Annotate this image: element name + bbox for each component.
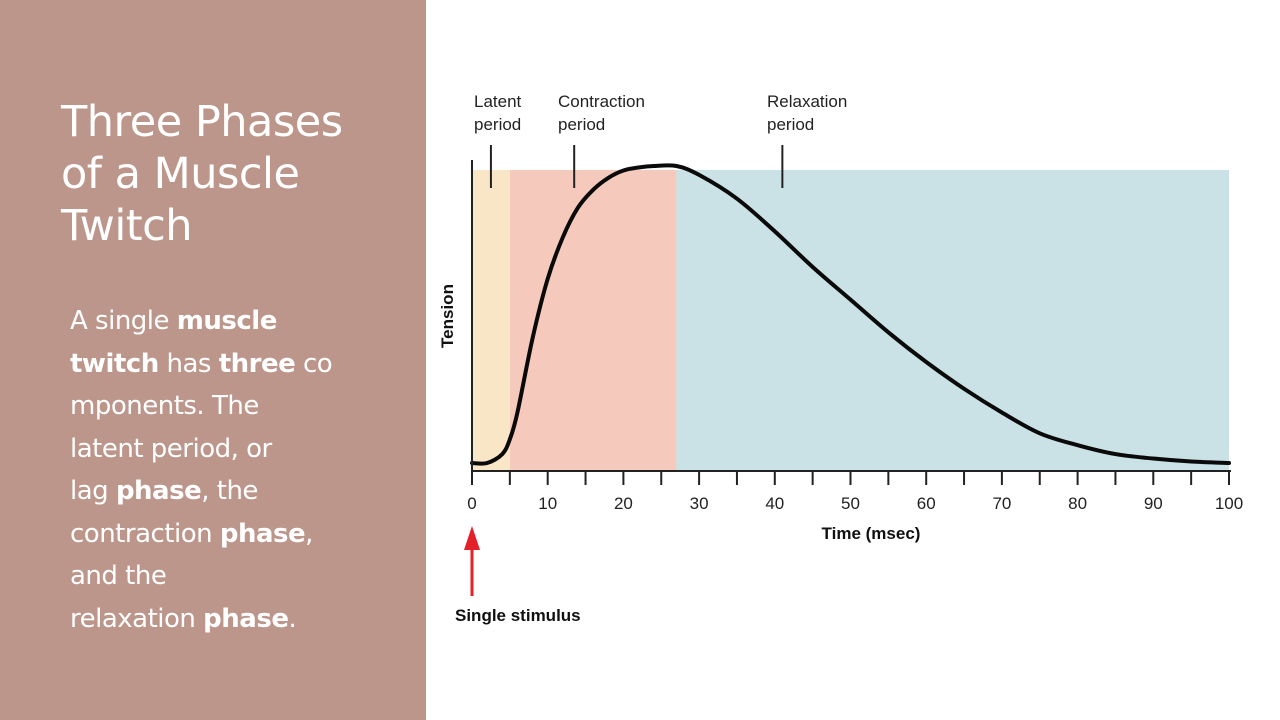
stimulus-label: Single stimulus	[455, 606, 581, 625]
body-text-run: relaxation	[70, 603, 204, 634]
title-panel: Three Phases of a Muscle Twitch A single…	[0, 0, 426, 720]
slide-body-text: A single muscle twitch has three co mponen…	[70, 300, 370, 640]
body-text-run: .	[288, 603, 297, 634]
body-text-run: co	[295, 348, 333, 379]
x-tick-label: 90	[1144, 494, 1163, 513]
title-line-1: Three Phases	[61, 97, 343, 147]
body-line: twitch has three co	[70, 343, 370, 386]
x-tick-label: 30	[690, 494, 709, 513]
x-axis-ticks: 0 10 20 30 40 50 60 70 80 90 100	[467, 471, 1243, 513]
phase-label: period	[558, 115, 605, 134]
body-text-run: A single	[70, 306, 177, 336]
region-latent-period	[472, 170, 510, 470]
x-tick-label: 80	[1068, 494, 1087, 513]
body-line: contraction phase,	[70, 513, 370, 556]
body-line: A single muscle	[70, 300, 370, 343]
title-line-2: of a Muscle	[61, 149, 300, 199]
body-text-run: contraction	[70, 518, 220, 549]
body-line: relaxation phase.	[70, 598, 370, 641]
body-text-run: mponents. The	[70, 391, 259, 421]
phase-label: period	[767, 115, 814, 134]
phase-annotations: Latent period Contraction period Relaxation p…	[474, 92, 847, 188]
emphasis-text: phase	[115, 476, 202, 506]
body-line: mponents. The	[70, 385, 370, 428]
body-line: and the	[70, 555, 370, 598]
phase-label: Relaxation	[767, 92, 847, 111]
body-text-run: latent period, or	[70, 433, 272, 464]
y-axis-label: Tension	[438, 284, 457, 348]
body-text-run: has	[158, 348, 219, 379]
phase-label: Contraction	[558, 92, 645, 111]
x-axis-label: Time (msec)	[822, 524, 921, 543]
x-tick-label: 40	[765, 494, 784, 513]
body-text-run: ,	[305, 518, 313, 549]
x-tick-label: 50	[841, 494, 860, 513]
emphasis-text: phase	[219, 518, 306, 549]
slide-title: Three Phases of a Muscle Twitch	[61, 96, 401, 252]
region-relaxation-period	[676, 170, 1229, 470]
title-line-3: Twitch	[61, 201, 193, 251]
x-tick-label: 10	[538, 494, 557, 513]
emphasis-text: phase	[203, 603, 289, 634]
body-text-run: , the	[201, 476, 258, 506]
phase-regions	[472, 170, 1229, 470]
emphasis-text: three	[218, 348, 296, 379]
phase-label: Latent	[474, 92, 522, 111]
body-text-run: and the	[70, 561, 167, 591]
body-line: latent period, or	[70, 428, 370, 471]
body-text-run: lag	[70, 476, 116, 506]
tension-curve	[470, 163, 1231, 466]
x-tick-label: 0	[467, 494, 476, 513]
x-tick-label: 70	[992, 494, 1011, 513]
stimulus-arrow-icon	[464, 526, 480, 596]
emphasis-text: twitch	[70, 348, 159, 379]
body-line: lag phase, the	[70, 470, 370, 513]
x-tick-label: 20	[614, 494, 633, 513]
phase-label: period	[474, 115, 521, 134]
x-tick-label: 100	[1215, 494, 1243, 513]
emphasis-text: muscle	[176, 306, 278, 336]
x-tick-label: 60	[917, 494, 936, 513]
